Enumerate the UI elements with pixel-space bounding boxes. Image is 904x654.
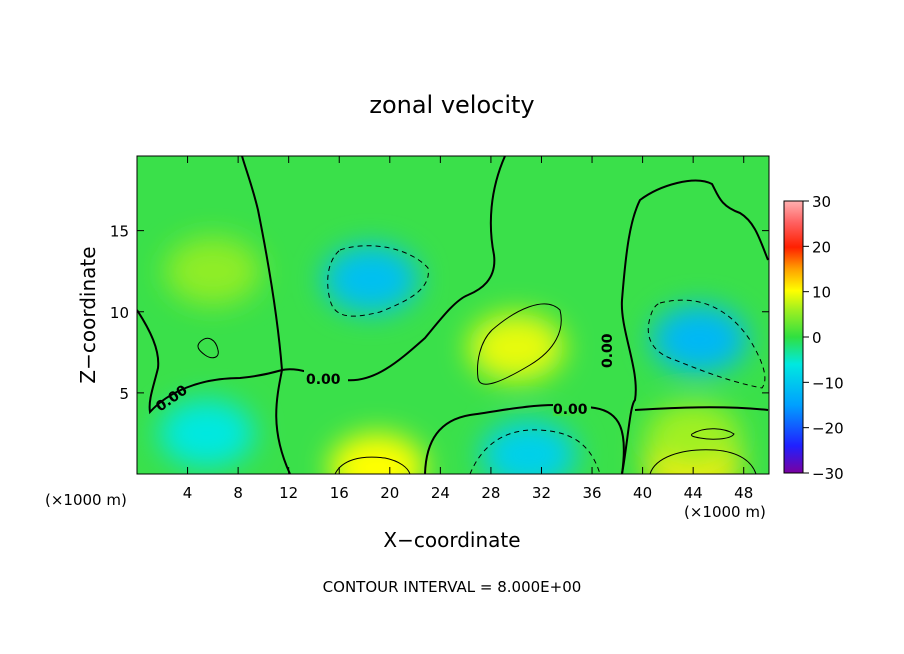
colorbar-tick-label: 0 [812, 329, 822, 347]
x-tick-label: 12 [279, 484, 298, 502]
colorbar: 30 20 10 0 −10 −20 −30 [783, 193, 844, 483]
y-tick-label: 10 [110, 304, 129, 322]
x-unit-label-left: (×1000 m) [45, 491, 127, 509]
contour-zero-left [137, 156, 284, 415]
field-feature-2 [322, 245, 419, 314]
x-tick-label: 16 [330, 484, 349, 502]
y-tick-label: 5 [119, 385, 129, 403]
contour-zero-right [620, 179, 769, 474]
chart-title: zonal velocity [369, 91, 534, 119]
contour-negative-right [647, 299, 766, 389]
contour-positive-small-right [691, 428, 735, 440]
x-tick-label: 48 [734, 484, 753, 502]
x-tick-label: 40 [633, 484, 652, 502]
contour-label-4: 0.00 [600, 333, 616, 368]
y-tick-label: 15 [110, 223, 129, 241]
contour-positive-middle [477, 303, 562, 385]
contour-positive-bottom-right [649, 449, 757, 474]
colorbar-bar [783, 200, 804, 474]
y-axis-label: Z−coordinate [76, 246, 100, 383]
field-feature-4 [651, 305, 748, 374]
x-tick-label: 36 [582, 484, 601, 502]
field-feature-1 [164, 237, 261, 306]
contour-negative-upper-left [327, 245, 429, 317]
contour-interval-footer: CONTOUR INTERVAL = 8.000E+00 [323, 578, 582, 596]
contour-zero-left-bottom [275, 369, 291, 474]
x-tick-label: 28 [481, 484, 500, 502]
x-unit-label-right: (×1000 m) [684, 503, 766, 521]
x-axis-ticks: 4 8 12 16 20 24 28 32 36 40 44 48 [183, 156, 753, 502]
x-tick-label: 20 [380, 484, 399, 502]
colorbar-tick-label: 10 [812, 284, 831, 302]
contour-lines [137, 156, 769, 474]
field-feature-3 [468, 313, 565, 382]
contour-label-2: 0.00 [553, 402, 588, 418]
plot-frame [136, 155, 770, 475]
colorbar-tick-label: 30 [812, 193, 831, 211]
x-tick-label: 4 [183, 484, 193, 502]
contour-zero-lower [424, 404, 625, 474]
colorbar-ticks: 30 20 10 0 −10 −20 −30 [803, 193, 844, 483]
colorbar-tick-label: −10 [812, 374, 844, 392]
field-feature-5 [480, 420, 577, 474]
contour-positive-bottom-left [334, 456, 411, 474]
x-tick-label: 8 [233, 484, 243, 502]
x-tick-label: 32 [532, 484, 551, 502]
y-axis-ticks: 5 10 15 [110, 223, 769, 403]
contour-zero-upper-boundary [634, 406, 769, 411]
colorbar-tick-label: −30 [812, 465, 844, 483]
plot-area: 0.00 0.00 0.00 0.00 [137, 156, 769, 474]
colorbar-tick-label: 20 [812, 238, 831, 256]
x-tick-label: 24 [431, 484, 450, 502]
x-tick-label: 44 [684, 484, 703, 502]
contour-label-1: 0.00 [306, 372, 341, 388]
field-feature-6 [158, 399, 255, 468]
colorbar-tick-label: −20 [812, 420, 844, 438]
x-axis-label: X−coordinate [383, 528, 520, 552]
contour-positive-small-left [197, 337, 219, 359]
